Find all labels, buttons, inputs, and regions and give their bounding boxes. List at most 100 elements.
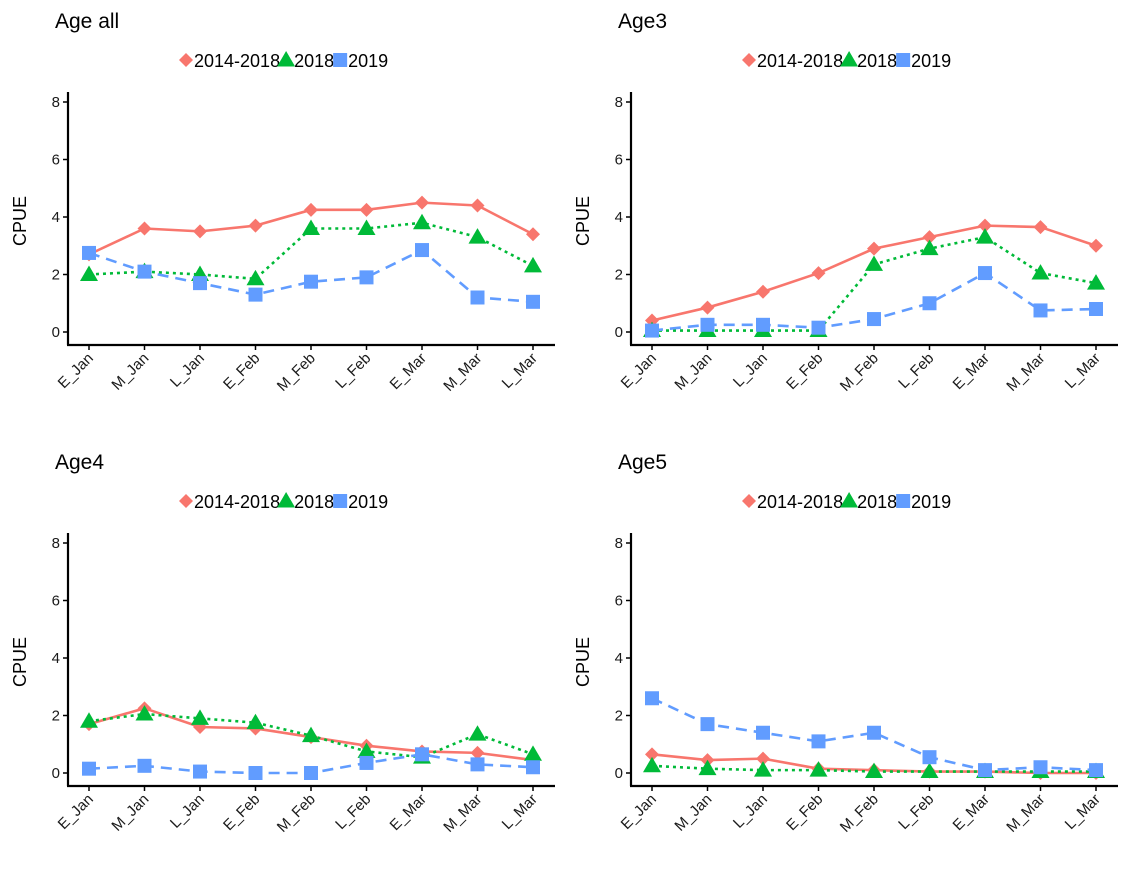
data-point-2019 xyxy=(867,725,881,740)
data-point-2018 xyxy=(1087,274,1105,290)
legend-item-2019: 2019 xyxy=(333,51,388,71)
legend-item-2014-2018: 2014-2018 xyxy=(742,51,843,71)
x-tick-label: E_Mar xyxy=(950,791,993,834)
data-point-2019 xyxy=(304,766,318,780)
x-tick-label: L_Feb xyxy=(895,350,937,392)
data-point-2019 xyxy=(1033,760,1048,775)
data-point-2019 xyxy=(359,755,374,770)
data-point-2019 xyxy=(470,757,485,772)
x-tick-label: E_Jan xyxy=(55,791,97,833)
chart-age3: Age3 2014-2018 2018 2019 0 2 4 6 8 CPUE E_Jan M_Jan… xyxy=(573,10,1118,395)
legend-item-2018: 2018 xyxy=(277,51,334,71)
data-point-2014-2018 xyxy=(415,195,429,210)
data-point-2019 xyxy=(756,725,770,740)
x-tick-label: L_Mar xyxy=(499,350,541,392)
legend-label: 2019 xyxy=(348,51,388,71)
x-tick-label: E_Mar xyxy=(387,791,430,834)
data-point-2014-2018 xyxy=(811,266,826,281)
x-tick-label: E_Feb xyxy=(783,791,826,834)
x-tick-label: E_Feb xyxy=(220,350,263,393)
legend-key-2018 xyxy=(840,492,859,508)
legend-key-2014-2018 xyxy=(179,53,193,67)
legend-key-2014-2018 xyxy=(179,494,193,508)
data-point-2014-2018 xyxy=(756,284,770,299)
x-tick-label: E_Jan xyxy=(55,350,97,392)
data-point-2018 xyxy=(809,761,828,777)
x-tick-label: E_Jan xyxy=(618,350,660,392)
y-tick-label: 6 xyxy=(615,593,623,610)
panel-age4: Age4 2014-2018 2018 2019 0 2 4 6 8 CPUE E_Jan M_Jan… xyxy=(0,441,563,869)
legend: 2014-2018 2018 2019 xyxy=(742,51,951,71)
legend-key-2014-2018 xyxy=(742,494,756,508)
panel-title: Age5 xyxy=(618,451,667,474)
legend-label: 2014-2018 xyxy=(194,51,280,71)
legend-item-2019: 2019 xyxy=(896,492,951,512)
data-point-2018 xyxy=(865,762,883,779)
data-point-2018 xyxy=(357,219,376,235)
data-point-2018 xyxy=(80,712,98,728)
series-line-2014-2018 xyxy=(651,224,1097,322)
y-tick-label: 0 xyxy=(52,324,60,341)
data-point-2019 xyxy=(526,760,540,775)
y-axis-title: CPUE xyxy=(573,637,593,687)
legend-key-2018 xyxy=(277,492,296,508)
data-point-2014-2018 xyxy=(526,227,540,242)
chart-age4: Age4 2014-2018 2018 2019 0 2 4 6 8 CPUE E_Jan M_Jan… xyxy=(10,451,555,836)
data-point-2018 xyxy=(413,213,431,230)
data-point-2018 xyxy=(865,255,883,271)
data-point-2018 xyxy=(643,756,661,773)
x-tick-label: L_Feb xyxy=(895,791,937,833)
panel-title: Age3 xyxy=(618,10,667,33)
data-point-2018 xyxy=(80,265,98,281)
x-tick-label: M_Jan xyxy=(671,791,715,835)
y-tick-label: 8 xyxy=(52,535,60,552)
panel-age5: Age5 2014-2018 2018 2019 0 2 4 6 8 CPUE E_Jan M_Jan… xyxy=(563,441,1126,869)
legend-item-2018: 2018 xyxy=(840,51,897,71)
data-point-2018 xyxy=(524,745,542,761)
x-tick-label: E_Feb xyxy=(783,350,826,393)
data-point-2014-2018 xyxy=(470,745,485,760)
data-point-2019 xyxy=(248,287,263,302)
chart-age-all: Age all 2014-2018 2018 2019 0 2 4 6 8 CPUE E_Jan M_… xyxy=(10,10,555,395)
y-axis-title: CPUE xyxy=(10,196,30,246)
x-tick-label: M_Jan xyxy=(108,350,152,394)
x-tick-label: E_Mar xyxy=(950,350,993,393)
legend-key-2018 xyxy=(277,51,296,67)
data-point-2014-2018 xyxy=(304,202,318,217)
data-point-2019 xyxy=(922,750,937,765)
legend-item-2018: 2018 xyxy=(277,492,334,512)
x-tick-label: M_Jan xyxy=(108,791,152,835)
x-tick-label: M_Mar xyxy=(440,791,485,836)
data-point-2019 xyxy=(922,296,937,311)
y-tick-label: 4 xyxy=(615,209,623,226)
x-tick-label: L_Feb xyxy=(332,791,374,833)
x-tick-label: L_Jan xyxy=(730,350,771,391)
data-point-2014-2018 xyxy=(137,221,152,236)
data-point-2019 xyxy=(645,691,659,706)
x-tick-label: M_Jan xyxy=(671,350,715,394)
data-point-2019 xyxy=(700,717,715,732)
legend-label: 2014-2018 xyxy=(757,51,843,71)
data-point-2019 xyxy=(415,243,429,258)
data-point-2014-2018 xyxy=(978,218,992,233)
x-tick-label: L_Jan xyxy=(167,350,208,391)
data-point-2019 xyxy=(470,290,485,305)
data-point-2019 xyxy=(193,276,207,291)
x-tick-label: E_Feb xyxy=(220,791,263,834)
y-tick-label: 8 xyxy=(615,535,623,552)
data-point-2019 xyxy=(248,766,263,780)
data-point-2014-2018 xyxy=(359,202,374,217)
series-line-2019 xyxy=(651,697,1097,772)
data-point-2014-2018 xyxy=(756,751,770,766)
panel-age3: Age3 2014-2018 2018 2019 0 2 4 6 8 CPUE E_Jan M_Jan… xyxy=(563,0,1126,428)
data-point-2014-2018 xyxy=(1033,220,1048,235)
y-tick-label: 4 xyxy=(615,650,623,667)
y-tick-label: 0 xyxy=(52,765,60,782)
data-point-2014-2018 xyxy=(1089,238,1103,253)
data-point-2019 xyxy=(978,266,992,281)
x-tick-label: L_Jan xyxy=(167,791,208,832)
data-point-2014-2018 xyxy=(193,224,207,239)
panel-title: Age4 xyxy=(55,451,104,474)
legend-label: 2018 xyxy=(294,51,334,71)
